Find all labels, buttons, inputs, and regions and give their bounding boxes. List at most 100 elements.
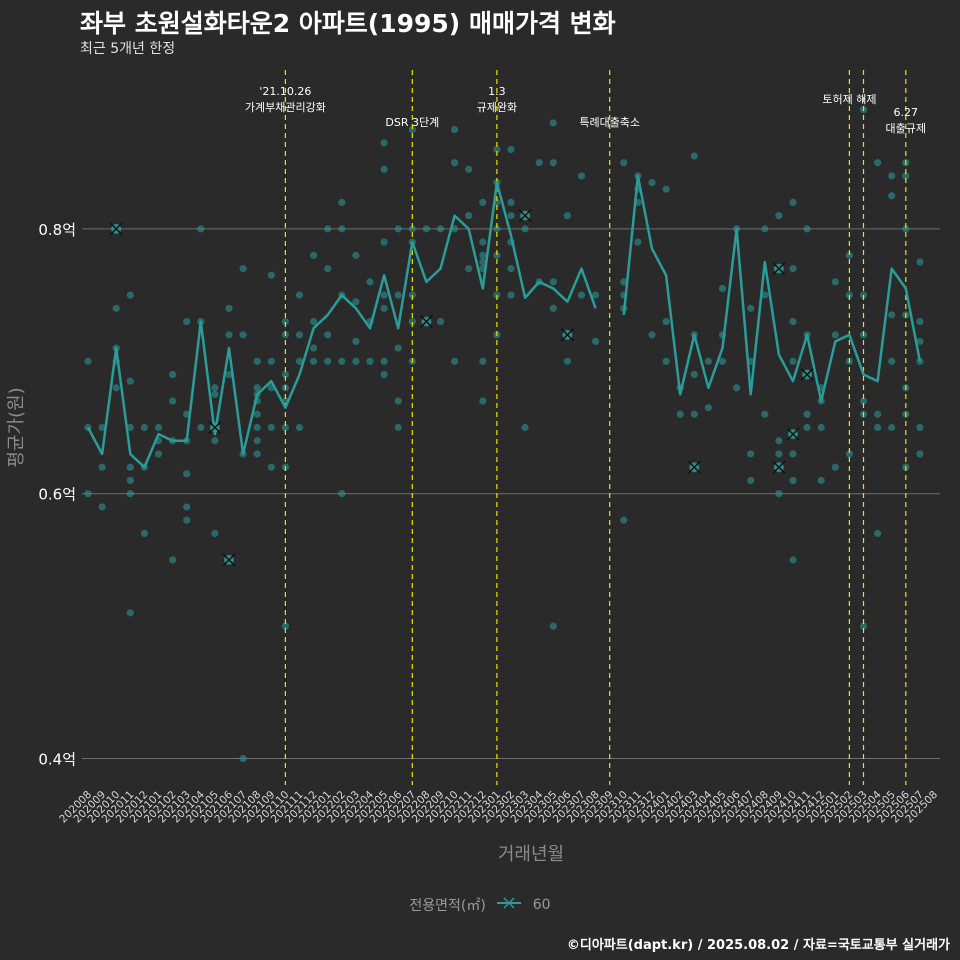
scatter-point — [126, 476, 134, 485]
scatter-point — [521, 225, 529, 233]
scatter-point — [493, 251, 501, 259]
scatter-point — [239, 754, 247, 763]
scatter-point — [267, 463, 275, 471]
legend-title: 전용면적(㎡) — [409, 898, 486, 914]
y-axis-label: 평균가(원) — [6, 387, 27, 467]
scatter-point — [479, 258, 487, 266]
scatter-point — [98, 503, 106, 511]
scatter-point — [183, 503, 191, 511]
scatter-point — [408, 317, 416, 326]
scatter-point — [408, 225, 416, 233]
scatter-point — [916, 450, 924, 458]
scatter-point — [394, 423, 402, 432]
scatter-point — [859, 397, 868, 405]
scatter-point — [197, 423, 205, 432]
y-tick-label: 0.8억 — [38, 221, 76, 239]
scatter-point — [338, 225, 346, 233]
scatter-point — [592, 337, 600, 346]
scatter-point — [888, 172, 896, 180]
scatter-point — [253, 423, 261, 432]
scatter-point — [310, 357, 318, 365]
scatter-point — [817, 423, 825, 432]
scatter-point — [662, 185, 670, 193]
scatter-point — [888, 423, 896, 432]
scatter-point — [789, 317, 797, 326]
scatter-point — [394, 344, 402, 352]
legend-key-icon — [496, 895, 522, 915]
scatter-point — [874, 423, 882, 432]
scatter-point — [479, 251, 487, 259]
scatter-point — [521, 423, 529, 432]
scatter-point — [98, 463, 106, 471]
scatter-point — [874, 529, 882, 538]
scatter-point — [465, 265, 473, 273]
scatter-point — [338, 198, 346, 207]
cross-marker — [222, 553, 236, 567]
event-annotation: 규제완화 — [477, 101, 517, 114]
scatter-point — [479, 397, 487, 405]
scatter-point — [789, 450, 797, 458]
event-annotation: '21.10.26 — [259, 85, 311, 98]
scatter-point — [366, 357, 374, 365]
legend: 전용면적(㎡) 60 — [0, 895, 960, 915]
scatter-point — [324, 357, 332, 365]
cross-marker — [786, 427, 800, 441]
scatter-point — [493, 225, 501, 233]
scatter-point — [620, 516, 628, 524]
scatter-point — [253, 450, 261, 458]
scatter-point — [704, 357, 713, 365]
scatter-point — [733, 384, 741, 392]
scatter-point — [507, 265, 515, 273]
event-annotation: 1.3 — [488, 85, 506, 98]
scatter-point — [831, 463, 839, 471]
scatter-point — [295, 423, 304, 432]
scatter-point — [690, 152, 698, 160]
cross-marker — [772, 262, 786, 276]
scatter-point — [775, 450, 783, 458]
scatter-point — [577, 291, 586, 299]
scatter-point — [140, 423, 148, 432]
scatter-point — [451, 125, 459, 134]
scatter-point — [380, 139, 388, 147]
scatter-point — [126, 609, 134, 617]
scatter-point — [225, 304, 233, 312]
scatter-point — [563, 212, 572, 220]
cross-marker — [772, 460, 786, 474]
scatter-point — [253, 410, 261, 418]
scatter-point — [281, 622, 289, 630]
scatter-point — [507, 198, 515, 207]
scatter-point — [831, 331, 839, 339]
scatter-point — [577, 172, 586, 180]
scatter-point — [310, 317, 318, 326]
scatter-point — [747, 304, 755, 312]
y-tick-label: 0.6억 — [38, 486, 76, 504]
scatter-point — [451, 357, 459, 365]
scatter-point — [747, 476, 755, 485]
scatter-point — [84, 357, 92, 365]
scatter-point — [239, 265, 247, 273]
scatter-point — [338, 357, 346, 365]
scatter-point — [239, 331, 247, 339]
scatter-point — [592, 291, 600, 299]
scatter-point — [211, 529, 219, 538]
cross-marker — [800, 368, 814, 382]
scatter-point — [394, 225, 402, 233]
scatter-point — [253, 384, 261, 392]
scatter-point — [169, 556, 177, 564]
scatter-point — [126, 291, 134, 299]
scatter-point — [380, 165, 388, 173]
scatter-point — [620, 278, 628, 286]
scatter-point — [916, 423, 924, 432]
scatter-point — [761, 225, 769, 233]
scatter-point — [549, 622, 557, 630]
scatter-point — [225, 370, 233, 379]
scatter-point — [803, 410, 811, 418]
scatter-point — [267, 357, 275, 365]
scatter-point — [902, 225, 910, 233]
cross-marker — [687, 460, 701, 474]
scatter-point — [98, 423, 106, 432]
source-caption: ©디아파트(dapt.kr) / 2025.08.02 / 자료=국토교통부 실… — [566, 938, 950, 953]
scatter-point — [295, 331, 304, 339]
legend-label: 60 — [532, 897, 551, 913]
scatter-point — [479, 198, 487, 207]
